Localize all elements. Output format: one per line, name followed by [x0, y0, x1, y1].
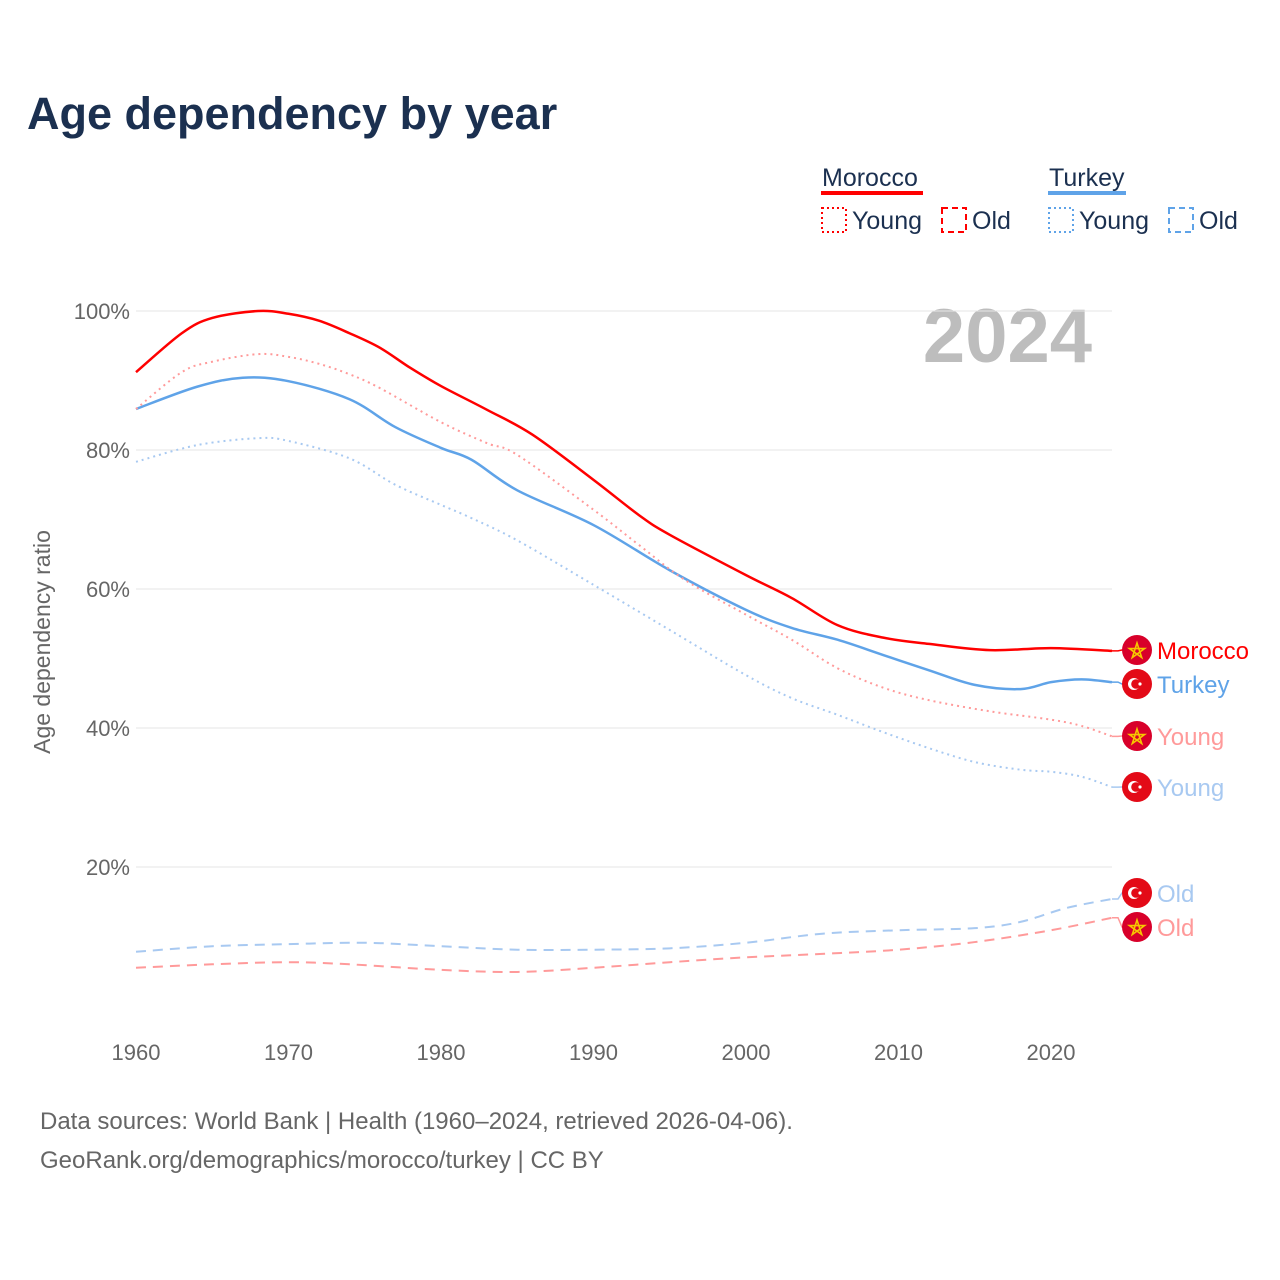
end-label-morocco-young: Young [1157, 724, 1224, 751]
morocco-flag-icon [1122, 721, 1152, 751]
legend-turkey-swatch [1048, 191, 1126, 195]
legend-turkey-old-swatch [1168, 207, 1194, 233]
year-watermark: 2024 [923, 294, 1092, 379]
legend-morocco-young-swatch [821, 207, 847, 233]
x-tick-label: 1980 [417, 1040, 466, 1065]
end-label-turkey-old: Old [1157, 881, 1194, 908]
x-tick-label: 1960 [112, 1040, 161, 1065]
y-axis-label: Age dependency ratio [29, 530, 55, 754]
legend-turkey-young[interactable]: Young [1079, 207, 1149, 235]
x-tick-label: 1990 [569, 1040, 618, 1065]
end-label-morocco-old: Old [1157, 915, 1194, 942]
series-line-turkey [135, 376, 1113, 691]
legend-turkey-old[interactable]: Old [1199, 207, 1238, 235]
y-tick-label: 60% [86, 577, 130, 602]
footer-url[interactable]: GeoRank.org/demographics/morocco/turkey … [40, 1147, 604, 1174]
end-label-turkey-young: Young [1157, 775, 1224, 802]
turkey-flag-icon [1122, 772, 1152, 802]
y-tick-label: 40% [86, 716, 130, 741]
end-label-morocco: Morocco [1157, 638, 1249, 665]
series-line-morocco [135, 309, 1113, 653]
series-line-morocco-old [135, 916, 1113, 974]
turkey-flag-icon [1122, 669, 1152, 699]
x-tick-label: 1970 [264, 1040, 313, 1065]
legend-morocco-swatch [821, 191, 923, 195]
y-tick-label: 80% [86, 438, 130, 463]
legend-morocco-young[interactable]: Young [852, 207, 922, 235]
series-line-turkey-old [135, 897, 1113, 953]
legend-turkey[interactable]: Turkey [1049, 164, 1125, 192]
chart-title: Age dependency by year [27, 88, 558, 139]
morocco-flag-icon [1122, 635, 1152, 665]
series-line-turkey-young [135, 436, 1113, 789]
end-label-turkey: Turkey [1157, 672, 1229, 699]
x-tick-label: 2010 [874, 1040, 923, 1065]
y-tick-label: 100% [74, 299, 130, 324]
y-tick-label: 20% [86, 855, 130, 880]
legend-morocco[interactable]: Morocco [822, 164, 918, 192]
legend-morocco-old-swatch [941, 207, 967, 233]
turkey-flag-icon [1122, 878, 1152, 908]
x-tick-label: 2000 [722, 1040, 771, 1065]
legend: Morocco Young Old Turkey Young Old [821, 164, 1238, 235]
legend-morocco-old[interactable]: Old [972, 207, 1011, 235]
legend-turkey-young-swatch [1048, 207, 1074, 233]
series-line-morocco-young [135, 352, 1113, 738]
footer-sources: Data sources: World Bank | Health (1960–… [40, 1108, 793, 1135]
x-tick-label: 2020 [1027, 1040, 1076, 1065]
morocco-flag-icon [1122, 912, 1152, 942]
